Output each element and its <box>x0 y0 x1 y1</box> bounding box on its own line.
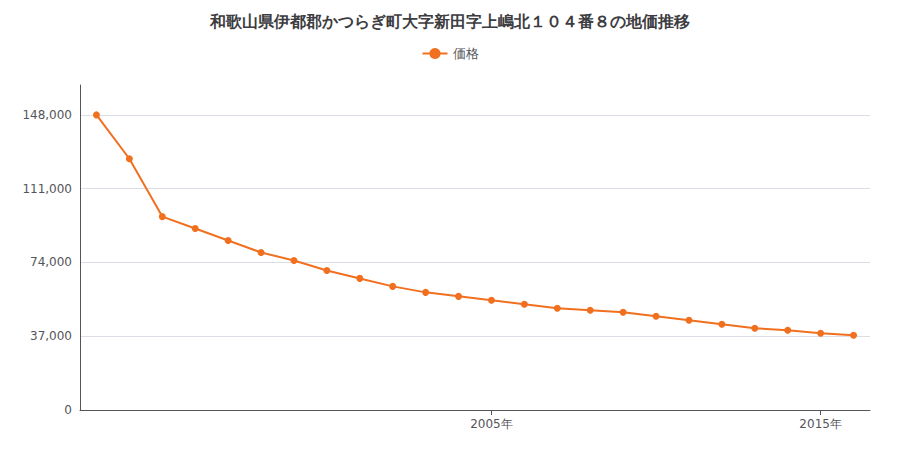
svg-text:0: 0 <box>64 403 72 417</box>
svg-text:2005年: 2005年 <box>470 417 513 431</box>
svg-text:148,000: 148,000 <box>22 108 72 122</box>
svg-text:74,000: 74,000 <box>30 255 72 269</box>
svg-text:和歌山県伊都郡かつらぎ町大字新田字上嶋北１０４番８の地価推移: 和歌山県伊都郡かつらぎ町大字新田字上嶋北１０４番８の地価推移 <box>209 12 690 31</box>
svg-text:価格: 価格 <box>453 46 479 61</box>
svg-text:37,000: 37,000 <box>30 329 72 343</box>
svg-text:111,000: 111,000 <box>22 182 72 196</box>
svg-text:2015年: 2015年 <box>799 417 842 431</box>
